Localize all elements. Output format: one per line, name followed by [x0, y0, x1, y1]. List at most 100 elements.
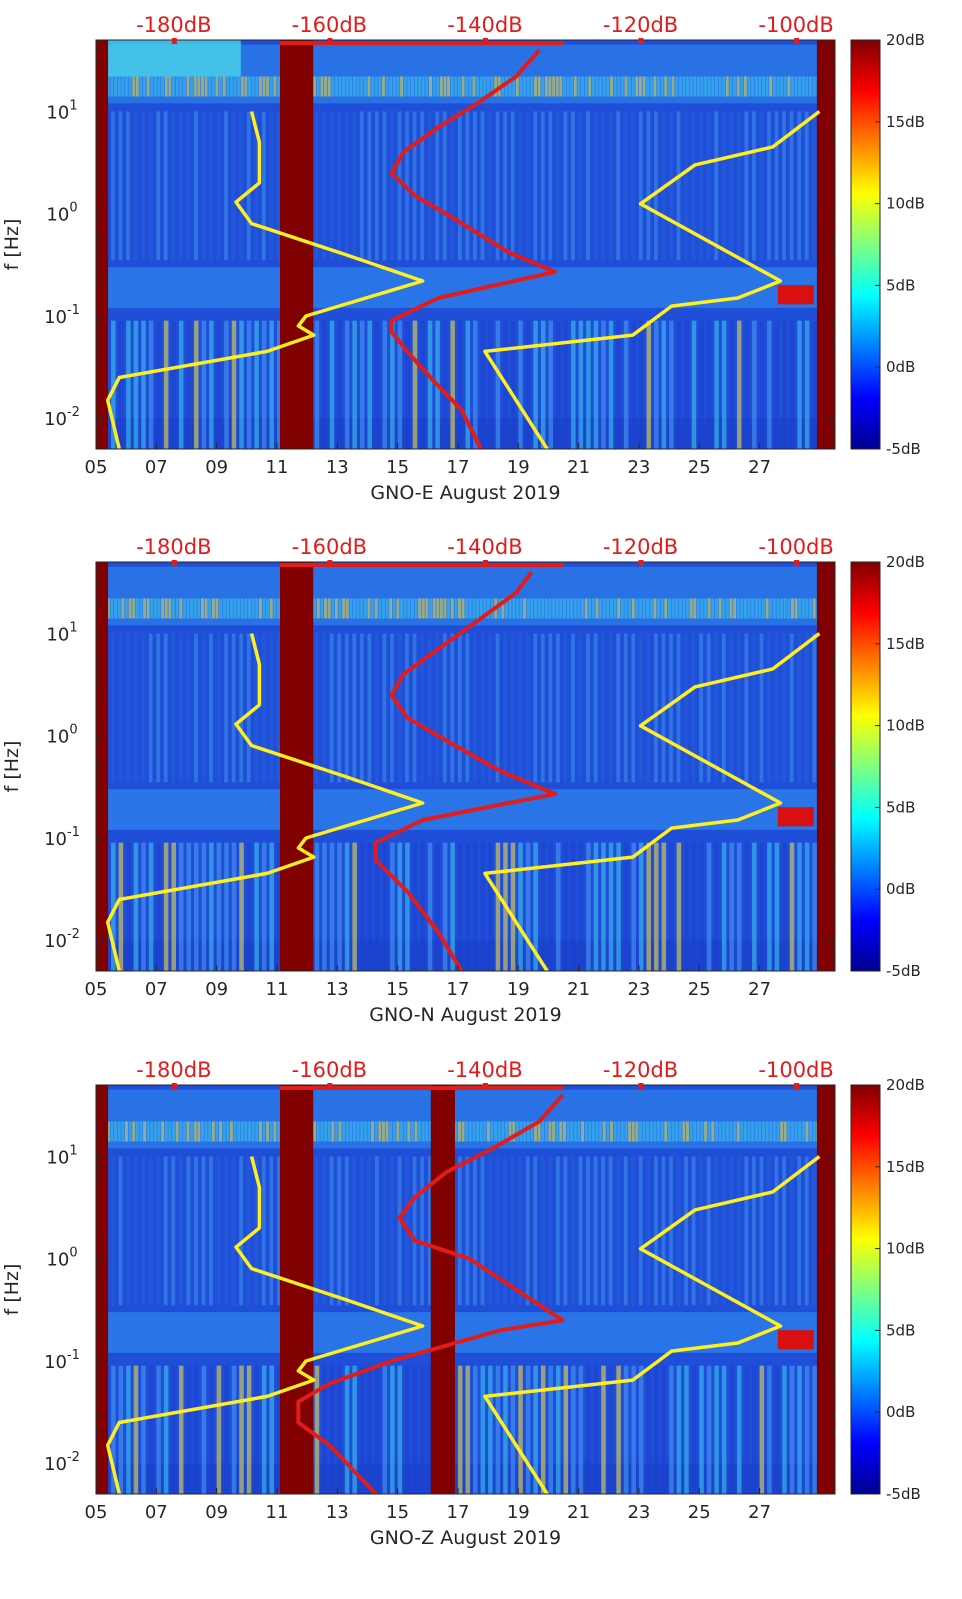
y-tick-exponent: 0 [69, 201, 77, 216]
y-axis-title: f [Hz] [1, 741, 23, 793]
y-tick-base: 10 [46, 205, 69, 226]
y-tick-exponent: 1 [69, 1143, 77, 1158]
db-tick-mark [638, 560, 644, 566]
db-tick-mark [638, 38, 644, 44]
noise-model-line-2 [483, 632, 821, 971]
plot-area-1 [96, 40, 835, 449]
db-tick-mark [482, 38, 488, 44]
y-tick-label: 10-1 [44, 825, 80, 850]
data-gap-2 [279, 1085, 314, 1494]
y-tick-label: 101 [46, 620, 77, 645]
colorbar-tick-label: 0dB [886, 880, 915, 898]
db-tick-mark [171, 38, 177, 44]
y-tick-base: 10 [46, 102, 69, 123]
x-tick-label: 07 [145, 457, 168, 478]
db-tick-label: -120dB [603, 1058, 678, 1082]
x-tick-label: 13 [326, 457, 349, 478]
data-gap-2 [279, 562, 314, 971]
y-axis-title: f [Hz] [1, 1264, 23, 1316]
colorbar-tick-label: 10dB [886, 195, 925, 213]
x-tick-label: 23 [627, 457, 650, 478]
y-tick-base: 10 [44, 1352, 67, 1373]
db-tick-mark [482, 1083, 488, 1089]
microseism-band [96, 267, 835, 308]
x-tick-label: 11 [266, 457, 289, 478]
colorbar-tick-label: 0dB [886, 1403, 915, 1421]
chart-panel-2: 05 07 09 11 13 15 17 19 21 23 25 27 -180dB -160dB -140… [1, 535, 925, 1026]
y-tick-label: 10-2 [44, 1450, 80, 1475]
y-tick-label: 101 [46, 1143, 77, 1168]
x-tick-label: 27 [748, 457, 771, 478]
db-tick-mark [327, 1083, 333, 1089]
chart-panel-1: 05 07 09 11 13 15 17 19 21 23 25 27 -180dB -160dB -140… [1, 13, 925, 504]
db-tick-mark [794, 560, 800, 566]
x-tick-label: 19 [507, 979, 530, 1000]
x-tick-label: 09 [205, 1502, 228, 1523]
db-tick-label: -100dB [758, 13, 833, 37]
x-tick-label: 25 [688, 1502, 711, 1523]
y-tick-exponent: -2 [67, 1450, 80, 1465]
y-axis-title: f [Hz] [1, 219, 23, 271]
y-tick-exponent: -1 [67, 1348, 80, 1363]
y-tick-base: 10 [46, 727, 69, 748]
y-tick-base: 10 [46, 1147, 69, 1168]
colorbar-tick-label: -5dB [886, 440, 921, 458]
db-tick-mark [327, 560, 333, 566]
db-tick-label: -140dB [447, 1058, 522, 1082]
colorbar-tick-label: 15dB [886, 113, 925, 131]
y-tick-label: 100 [46, 1246, 77, 1271]
y-tick-label: 10-1 [44, 303, 80, 328]
y-tick-label: 100 [46, 201, 77, 226]
microseism-hotspot [777, 1330, 814, 1350]
y-tick-label: 10-2 [44, 927, 80, 952]
colorbar-tick-label: 5dB [886, 1321, 915, 1339]
x-tick-label: 21 [567, 1502, 590, 1523]
db-tick-label: -100dB [758, 1058, 833, 1082]
site-noise-line [296, 1093, 565, 1494]
y-tick-exponent: 1 [69, 98, 77, 113]
x-tick-label: 09 [205, 979, 228, 1000]
colorbar-tick-label: 0dB [886, 358, 915, 376]
y-tick-base: 10 [44, 409, 67, 430]
x-axis-title: GNO-Z August 2019 [370, 1527, 561, 1549]
colorbar [850, 39, 881, 450]
db-tick-label: -140dB [447, 535, 522, 559]
y-tick-base: 10 [44, 307, 67, 328]
colorbar [850, 1084, 881, 1495]
x-tick-label: 27 [748, 979, 771, 1000]
colorbar-tick-label: 20dB [886, 553, 925, 571]
x-tick-label: 15 [386, 457, 409, 478]
db-tick-label: -120dB [603, 535, 678, 559]
colorbar-tick-label: 5dB [886, 276, 915, 294]
x-tick-label: 15 [386, 1502, 409, 1523]
microseism-hotspot [777, 807, 814, 827]
x-tick-label: 15 [386, 979, 409, 1000]
data-gap-2 [279, 40, 314, 449]
x-tick-label: 21 [567, 979, 590, 1000]
plot-area-3 [96, 1085, 835, 1494]
y-tick-exponent: 0 [69, 1246, 77, 1261]
x-tick-label: 05 [85, 457, 108, 478]
spectrogram-texture [96, 76, 835, 449]
colorbar-tick-label: 10dB [886, 717, 925, 735]
db-tick-mark [638, 1083, 644, 1089]
y-tick-exponent: 1 [69, 620, 77, 635]
noise-model-line-2 [483, 110, 821, 449]
y-tick-base: 10 [46, 624, 69, 645]
x-axis-title: GNO-N August 2019 [369, 1004, 561, 1026]
y-tick-exponent: -2 [67, 405, 80, 420]
x-tick-label: 11 [266, 979, 289, 1000]
colorbar-tick-label: 20dB [886, 31, 925, 49]
db-tick-mark [794, 38, 800, 44]
noise-model-line-1 [105, 111, 425, 449]
x-tick-label: 09 [205, 457, 228, 478]
x-tick-label: 21 [567, 457, 590, 478]
y-tick-base: 10 [44, 1454, 67, 1475]
noise-model-line-1 [105, 633, 425, 971]
data-gap-4 [816, 1085, 835, 1494]
db-tick-mark [794, 1083, 800, 1089]
chart-panel-3: 05 07 09 11 13 15 17 19 21 23 25 27 -180dB -160dB -140… [1, 1058, 925, 1549]
y-tick-exponent: -1 [67, 825, 80, 840]
db-tick-label: -160dB [292, 535, 367, 559]
